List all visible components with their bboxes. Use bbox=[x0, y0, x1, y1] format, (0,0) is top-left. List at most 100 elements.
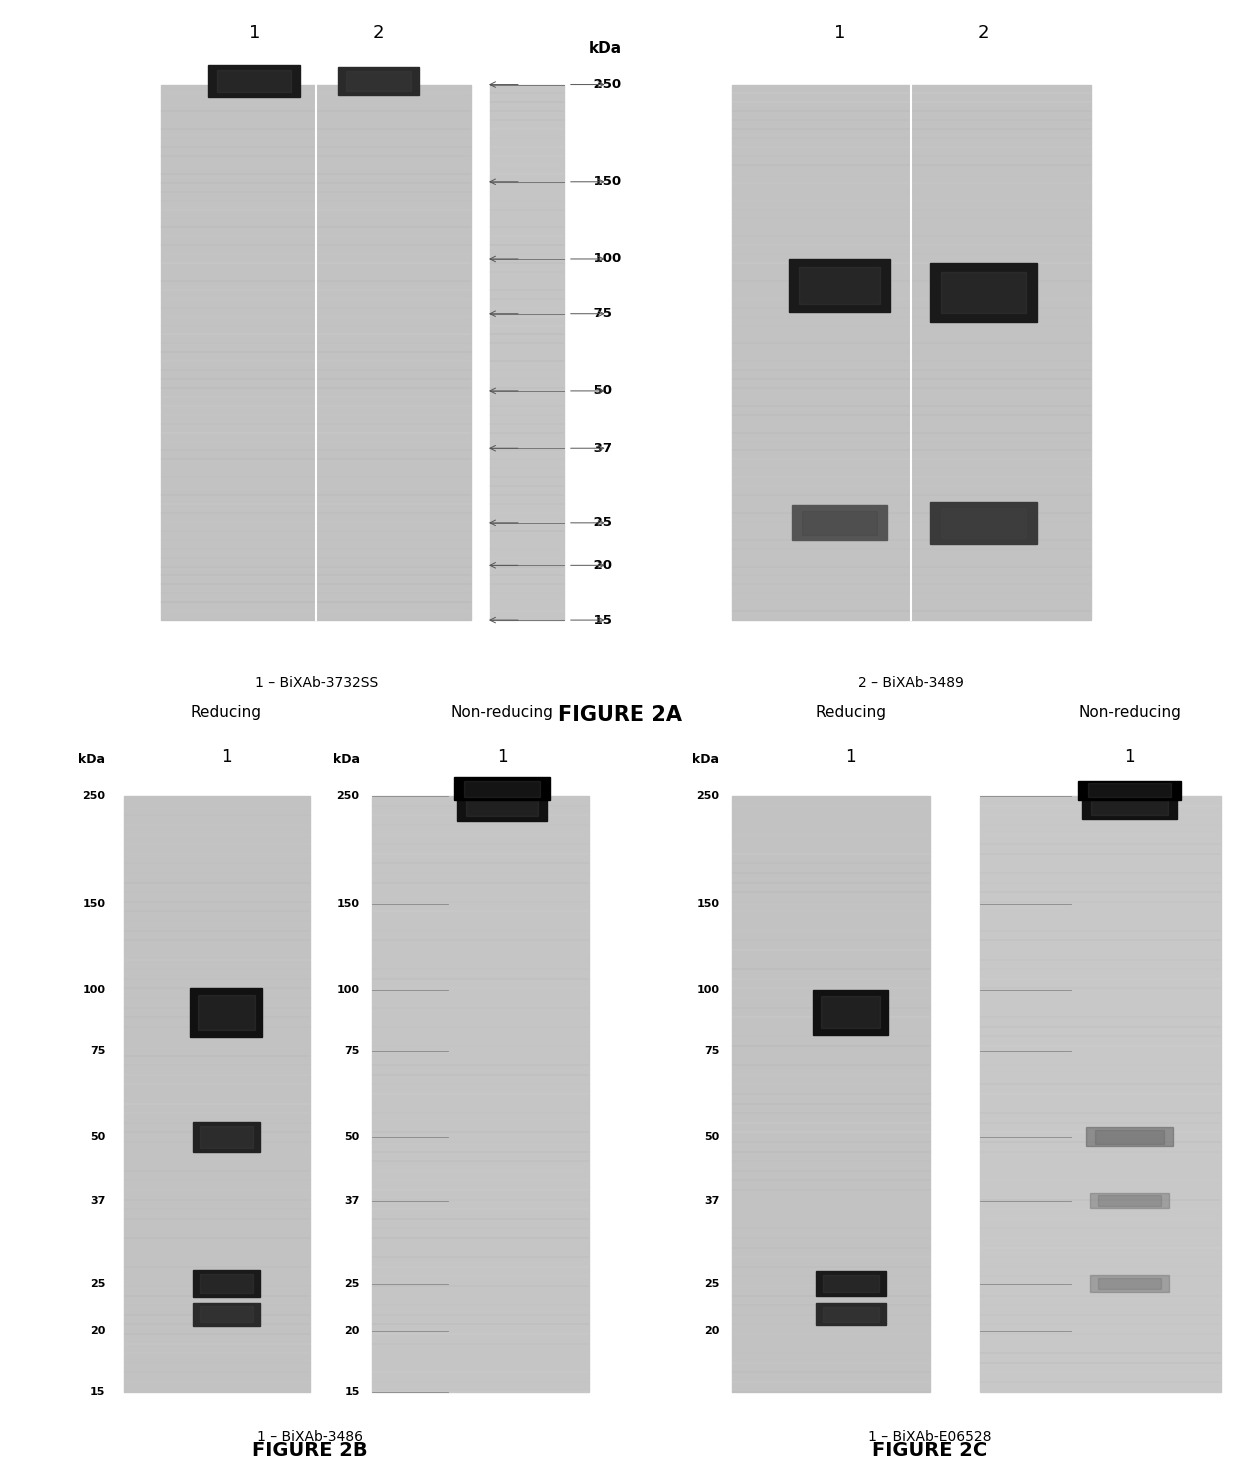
Text: 20: 20 bbox=[345, 1326, 360, 1336]
Bar bbox=[822, 1276, 879, 1292]
Bar bbox=[337, 68, 419, 95]
Text: 20: 20 bbox=[91, 1326, 105, 1336]
Text: 150: 150 bbox=[336, 900, 360, 909]
Bar bbox=[1087, 784, 1171, 797]
Text: 25: 25 bbox=[91, 1279, 105, 1289]
Text: 25: 25 bbox=[589, 517, 611, 530]
Bar bbox=[458, 787, 547, 821]
Text: 75: 75 bbox=[91, 1047, 105, 1055]
Bar bbox=[980, 796, 1221, 1392]
Text: 15: 15 bbox=[589, 614, 611, 627]
Text: 50: 50 bbox=[589, 385, 613, 398]
Bar bbox=[346, 70, 410, 91]
Text: 150: 150 bbox=[696, 900, 719, 909]
Bar bbox=[816, 1304, 885, 1324]
Bar bbox=[940, 508, 1027, 537]
Bar bbox=[732, 796, 930, 1392]
Text: 1: 1 bbox=[1125, 747, 1135, 766]
Text: 1: 1 bbox=[248, 25, 260, 43]
Text: kDa: kDa bbox=[692, 753, 719, 766]
Text: 1: 1 bbox=[833, 25, 846, 43]
Bar bbox=[193, 1122, 259, 1152]
Text: 1: 1 bbox=[846, 747, 856, 766]
Text: 2: 2 bbox=[977, 25, 990, 43]
Bar bbox=[200, 1307, 253, 1323]
Text: Non-reducing: Non-reducing bbox=[1078, 705, 1180, 719]
Text: FIGURE 2C: FIGURE 2C bbox=[873, 1442, 987, 1461]
Text: 37: 37 bbox=[589, 442, 613, 455]
Bar bbox=[792, 505, 887, 540]
Text: 25: 25 bbox=[704, 1279, 719, 1289]
Bar bbox=[1097, 1195, 1162, 1205]
Bar bbox=[800, 267, 879, 304]
Text: 100: 100 bbox=[82, 985, 105, 995]
Text: 75: 75 bbox=[589, 307, 611, 320]
Text: 50: 50 bbox=[704, 1132, 719, 1142]
Text: Reducing: Reducing bbox=[191, 705, 262, 719]
Bar bbox=[490, 85, 564, 619]
Text: 250: 250 bbox=[82, 791, 105, 802]
Text: Non-reducing: Non-reducing bbox=[451, 705, 553, 719]
Text: kDa: kDa bbox=[332, 753, 360, 766]
Text: 1 – BiXAb-E06528: 1 – BiXAb-E06528 bbox=[868, 1430, 992, 1445]
Text: 1 – BiXAb-3732SS: 1 – BiXAb-3732SS bbox=[254, 677, 378, 690]
Bar bbox=[1078, 781, 1182, 800]
Text: 1 – BiXAb-3486: 1 – BiXAb-3486 bbox=[257, 1430, 363, 1445]
Text: 150: 150 bbox=[589, 175, 621, 188]
Text: 150: 150 bbox=[82, 900, 105, 909]
Bar bbox=[1086, 1127, 1173, 1147]
Bar bbox=[161, 85, 471, 619]
Bar bbox=[1081, 788, 1178, 819]
Text: 250: 250 bbox=[696, 791, 719, 802]
Bar bbox=[200, 1274, 253, 1293]
Text: 1: 1 bbox=[221, 747, 232, 766]
Bar bbox=[822, 1307, 879, 1321]
Bar bbox=[124, 796, 310, 1392]
Bar bbox=[1097, 1277, 1162, 1289]
Bar bbox=[208, 65, 300, 97]
Bar bbox=[1090, 1276, 1169, 1292]
Text: kDa: kDa bbox=[589, 41, 622, 56]
Bar bbox=[454, 777, 549, 800]
Text: 100: 100 bbox=[696, 985, 719, 995]
Text: FIGURE 2A: FIGURE 2A bbox=[558, 705, 682, 725]
Text: FIGURE 2B: FIGURE 2B bbox=[252, 1442, 368, 1461]
Bar bbox=[940, 272, 1027, 314]
Bar bbox=[930, 263, 1037, 323]
Bar bbox=[464, 781, 541, 797]
Text: 37: 37 bbox=[345, 1195, 360, 1205]
Bar bbox=[732, 85, 1091, 619]
Bar bbox=[802, 511, 877, 536]
Text: 37: 37 bbox=[91, 1195, 105, 1205]
Text: 15: 15 bbox=[91, 1387, 105, 1396]
Text: 50: 50 bbox=[345, 1132, 360, 1142]
Bar bbox=[193, 1302, 259, 1326]
Bar bbox=[813, 989, 888, 1035]
Text: 75: 75 bbox=[345, 1047, 360, 1055]
Text: kDa: kDa bbox=[78, 753, 105, 766]
Bar bbox=[930, 502, 1037, 545]
Bar bbox=[821, 997, 880, 1029]
Bar bbox=[191, 988, 262, 1038]
Text: 1: 1 bbox=[497, 747, 507, 766]
Text: 20: 20 bbox=[589, 559, 613, 573]
Bar bbox=[200, 1126, 253, 1148]
Text: 50: 50 bbox=[91, 1132, 105, 1142]
Text: Reducing: Reducing bbox=[815, 705, 887, 719]
Text: 250: 250 bbox=[336, 791, 360, 802]
Text: 2 – BiXAb-3489: 2 – BiXAb-3489 bbox=[858, 677, 965, 690]
Text: 100: 100 bbox=[589, 252, 621, 266]
Bar bbox=[1095, 1130, 1164, 1144]
Text: 2: 2 bbox=[372, 25, 384, 43]
Text: 25: 25 bbox=[345, 1279, 360, 1289]
Text: 15: 15 bbox=[345, 1387, 360, 1396]
Bar bbox=[1091, 793, 1168, 815]
Bar bbox=[789, 258, 890, 311]
Text: 75: 75 bbox=[704, 1047, 719, 1055]
Bar bbox=[193, 1270, 259, 1296]
Text: 37: 37 bbox=[704, 1195, 719, 1205]
Text: 20: 20 bbox=[704, 1326, 719, 1336]
Bar bbox=[466, 791, 538, 816]
Text: 100: 100 bbox=[336, 985, 360, 995]
Text: 250: 250 bbox=[589, 78, 621, 91]
